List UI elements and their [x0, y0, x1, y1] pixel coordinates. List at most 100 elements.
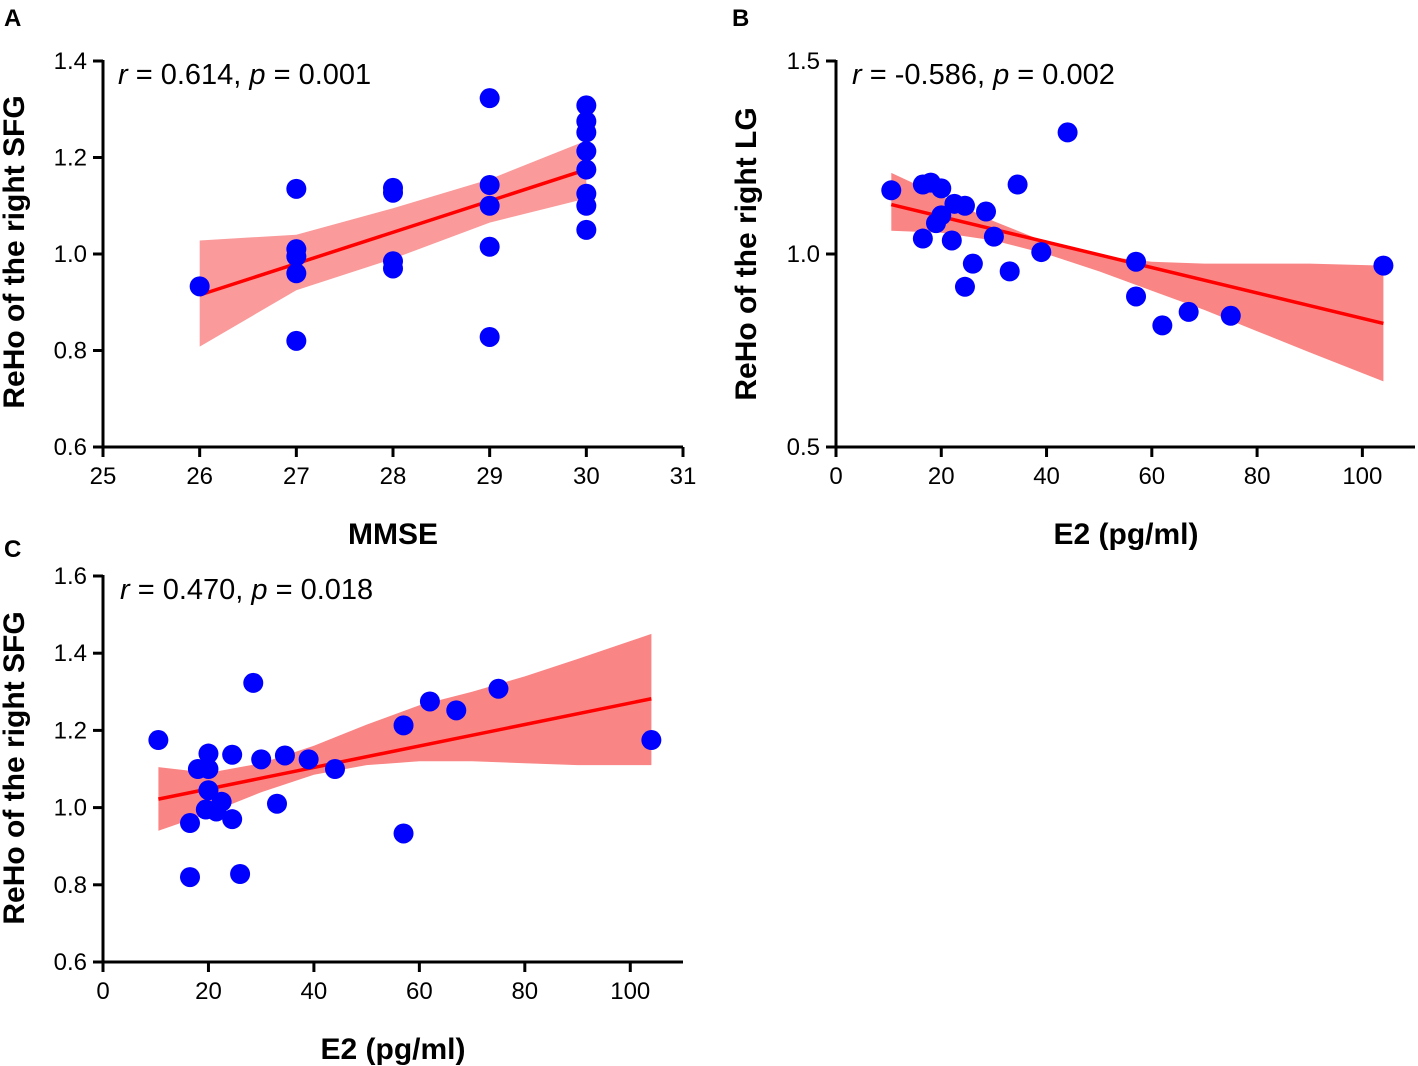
- axes-b: 0 20 40 60 80 100 0.5 1.0 1.5: [787, 48, 1415, 490]
- data-point: [180, 813, 200, 834]
- y-tick-label: 0.8: [54, 338, 87, 365]
- y-tick-label: 1.5: [787, 48, 820, 75]
- data-point: [931, 178, 952, 199]
- data-point: [230, 863, 251, 884]
- data-point: [211, 791, 232, 812]
- p-symbol: p: [248, 59, 265, 91]
- data-point: [962, 253, 983, 274]
- x-tick-label: 80: [1244, 463, 1271, 490]
- data-point: [286, 263, 307, 284]
- p-symbol: p: [250, 574, 267, 606]
- y-tick-label: 1.4: [54, 640, 87, 667]
- data-point: [298, 749, 319, 770]
- y-tick-label: 1.2: [54, 717, 87, 744]
- y-tick-label: 1.2: [54, 145, 87, 172]
- x-tick-label: 30: [573, 463, 600, 490]
- data-point: [286, 246, 307, 267]
- data-point: [931, 205, 952, 226]
- regression-line-c: [158, 697, 652, 801]
- data-point: [881, 180, 902, 201]
- ci-band: [891, 172, 1384, 382]
- data-point: [286, 178, 307, 199]
- x-tick-label: 40: [1033, 463, 1060, 490]
- correlation-annotation-c: r = 0.470, p = 0.018: [120, 574, 373, 606]
- x-tick-label: 80: [511, 978, 538, 1005]
- data-point: [576, 159, 597, 180]
- data-points-a: [189, 88, 597, 351]
- data-point: [954, 195, 975, 216]
- data-point: [383, 258, 403, 279]
- correlation-annotation-b: r = -0.586, p = 0.002: [852, 59, 1115, 91]
- data-point: [999, 261, 1020, 282]
- data-point: [198, 759, 219, 779]
- data-points-c: [148, 672, 662, 888]
- data-point: [479, 195, 500, 216]
- data-point: [1178, 301, 1199, 322]
- ci-band: [199, 140, 587, 347]
- data-point: [912, 228, 933, 249]
- x-tick-label: 20: [928, 463, 955, 490]
- y-tick-label: 0.5: [787, 434, 820, 461]
- x-tick-label: 28: [380, 463, 407, 490]
- data-point: [576, 141, 597, 162]
- panel-label-c: C: [4, 536, 21, 563]
- fit-line: [199, 167, 587, 297]
- r-symbol: r: [120, 574, 131, 606]
- p-value: = 0.002: [1009, 59, 1115, 91]
- x-tick-label: 60: [1138, 463, 1165, 490]
- x-tick-label: 0: [96, 978, 109, 1005]
- fit-line: [158, 697, 652, 801]
- data-point: [251, 749, 272, 770]
- data-point: [393, 715, 414, 736]
- y-axis-title-a: ReHo of the right SFG: [0, 95, 31, 408]
- x-tick-label: 27: [283, 463, 310, 490]
- x-tick-label: 26: [186, 463, 213, 490]
- data-point: [222, 744, 243, 765]
- panel-b: B 0 20 40 60 80 100 0.5 1.0 1.5 r = -0.586, p = …: [730, 5, 1415, 551]
- x-axis-title-c: E2 (pg/ml): [320, 1033, 465, 1066]
- x-tick-label: 29: [476, 463, 503, 490]
- data-point: [267, 793, 287, 814]
- data-point: [286, 330, 307, 351]
- data-point: [325, 759, 345, 779]
- y-tick-label: 1.0: [787, 241, 820, 268]
- x-tick-label: 25: [90, 463, 117, 490]
- data-point: [479, 236, 500, 257]
- data-point: [393, 823, 414, 844]
- data-point: [222, 809, 243, 830]
- data-point: [243, 672, 264, 693]
- x-axis-title-a: MMSE: [348, 518, 438, 551]
- data-point: [641, 730, 662, 751]
- data-point: [983, 226, 1004, 247]
- panel-a: A 25 26 27 28 29 30 31 0.6 0.8 1.0 1.2 1.4 r = 0.61…: [0, 5, 696, 551]
- data-point: [274, 745, 295, 766]
- y-tick-label: 1.0: [54, 795, 87, 822]
- data-point: [1031, 242, 1052, 263]
- panel-label-a: A: [4, 5, 21, 32]
- data-point: [576, 219, 597, 240]
- data-point: [419, 691, 440, 712]
- x-tick-label: 20: [195, 978, 222, 1005]
- data-points-b: [881, 122, 1394, 336]
- regression-line-a: [199, 167, 587, 297]
- axes-a: 25 26 27 28 29 30 31 0.6 0.8 1.0 1.2 1.4: [54, 48, 697, 490]
- data-point: [1057, 122, 1078, 143]
- r-symbol: r: [118, 59, 129, 91]
- r-value: = 0.470,: [130, 574, 252, 606]
- data-point: [180, 867, 200, 888]
- p-value: = 0.001: [266, 59, 372, 91]
- data-point: [576, 195, 597, 216]
- p-value: = 0.018: [268, 574, 374, 606]
- data-point: [198, 743, 219, 764]
- data-point: [1126, 251, 1147, 272]
- data-point: [198, 780, 219, 801]
- data-point: [446, 700, 467, 721]
- y-tick-label: 1.6: [54, 563, 87, 590]
- r-value: = -0.586,: [862, 59, 993, 91]
- panel-c: C 0 20 40 60 80 100 0.6 0.8 1.0 1.2 1.4 1.6 r = 0.4…: [0, 536, 683, 1066]
- x-axis-title-b: E2 (pg/ml): [1053, 518, 1198, 551]
- data-point: [1152, 315, 1173, 336]
- confidence-band-a: [199, 140, 587, 347]
- data-point: [576, 95, 597, 116]
